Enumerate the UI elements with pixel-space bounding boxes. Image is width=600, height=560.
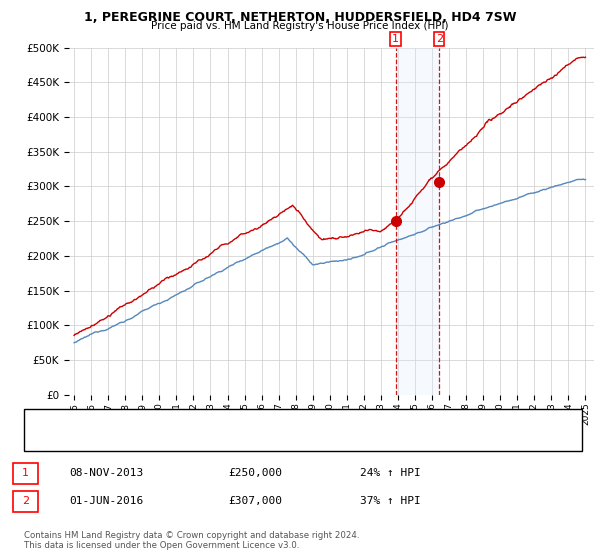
Text: HPI: Average price, detached house, Kirklees: HPI: Average price, detached house, Kirk… [75,434,295,444]
Text: £250,000: £250,000 [228,468,282,478]
Text: £307,000: £307,000 [228,496,282,506]
Text: 1: 1 [392,34,399,44]
Text: 1, PEREGRINE COURT, NETHERTON, HUDDERSFIELD, HD4 7SW (detached house): 1, PEREGRINE COURT, NETHERTON, HUDDERSFI… [75,416,470,426]
Text: 2: 2 [22,496,29,506]
Text: Contains HM Land Registry data © Crown copyright and database right 2024.
This d: Contains HM Land Registry data © Crown c… [24,531,359,550]
Text: 08-NOV-2013: 08-NOV-2013 [69,468,143,478]
Text: 37% ↑ HPI: 37% ↑ HPI [360,496,421,506]
Text: Price paid vs. HM Land Registry's House Price Index (HPI): Price paid vs. HM Land Registry's House … [151,21,449,31]
Text: 24% ↑ HPI: 24% ↑ HPI [360,468,421,478]
Text: 1: 1 [22,468,29,478]
Bar [395,48,439,395]
Text: 01-JUN-2016: 01-JUN-2016 [69,496,143,506]
Text: 2: 2 [436,34,443,44]
Text: 1, PEREGRINE COURT, NETHERTON, HUDDERSFIELD, HD4 7SW: 1, PEREGRINE COURT, NETHERTON, HUDDERSFI… [84,11,516,24]
